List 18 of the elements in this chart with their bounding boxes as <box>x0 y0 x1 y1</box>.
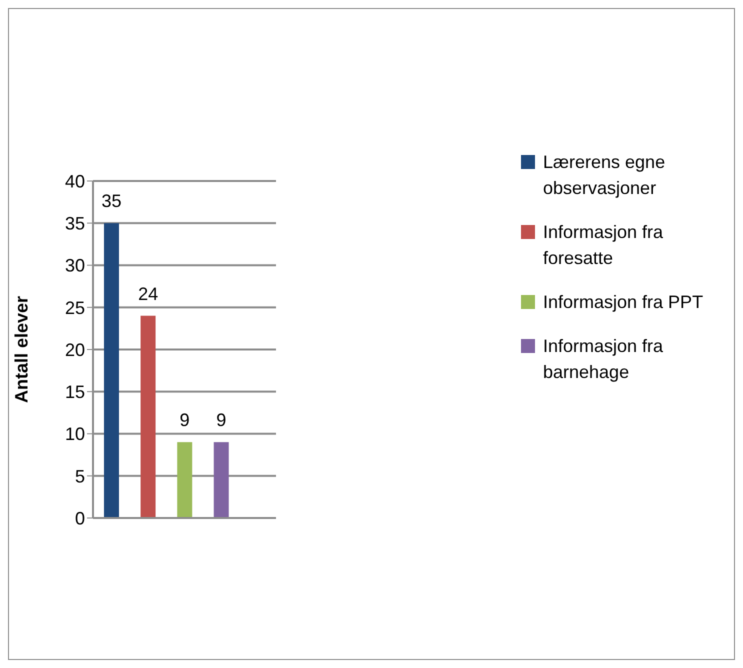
data-label: 9 <box>180 410 190 430</box>
legend-label: Lærerens egne observasjoner <box>543 151 666 200</box>
legend-label: Informasjon fra PPT <box>543 291 704 314</box>
y-axis-title: Antall elever <box>11 296 32 404</box>
data-label: 35 <box>101 191 122 212</box>
y-tick-label: 10 <box>64 424 85 444</box>
y-tick-label: 15 <box>64 382 85 402</box>
data-label: 9 <box>216 410 226 430</box>
y-tick-label: 35 <box>64 214 85 234</box>
y-tick-label: 20 <box>64 340 85 360</box>
y-tick-label: 25 <box>64 298 85 318</box>
y-tick-label: 0 <box>74 508 85 528</box>
legend-label: Informasjon fra foresatte <box>543 221 664 270</box>
y-tick-label: 5 <box>74 466 85 486</box>
data-label: 24 <box>138 284 158 304</box>
legend-label: Informasjon fra barnehage <box>543 335 664 384</box>
y-tick-label: 30 <box>64 256 85 276</box>
y-tick-label: 40 <box>64 171 85 192</box>
